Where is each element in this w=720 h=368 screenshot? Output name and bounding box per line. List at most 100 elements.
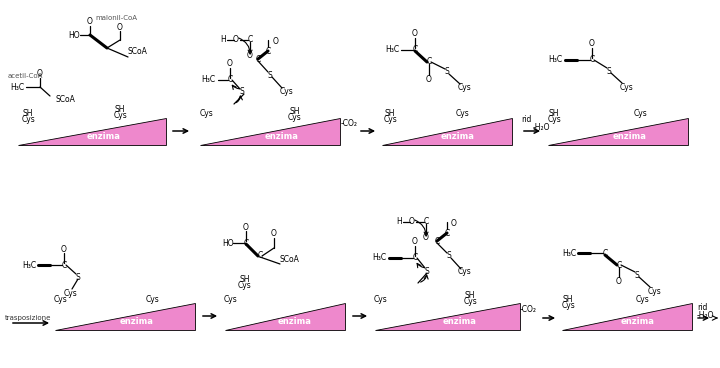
Text: Cys: Cys — [374, 294, 388, 304]
Text: C: C — [413, 46, 418, 54]
Text: SH: SH — [384, 110, 395, 118]
Polygon shape — [200, 118, 340, 145]
Text: S: S — [76, 272, 81, 282]
Text: C: C — [266, 46, 271, 56]
Text: C: C — [257, 251, 263, 261]
Text: -CO₂: -CO₂ — [520, 305, 536, 315]
Text: C: C — [616, 261, 621, 269]
Text: C: C — [228, 75, 233, 85]
Text: O: O — [233, 35, 239, 45]
Text: C: C — [248, 35, 253, 45]
Text: Cys: Cys — [54, 294, 68, 304]
Text: H₃C: H₃C — [372, 254, 386, 262]
Text: O: O — [589, 39, 595, 49]
Polygon shape — [225, 303, 345, 330]
Text: malonil-CoA: malonil-CoA — [95, 15, 137, 21]
Text: S: S — [607, 67, 611, 75]
Text: H₃C: H₃C — [201, 75, 215, 85]
Text: SH: SH — [23, 109, 33, 117]
Text: Cys: Cys — [561, 301, 575, 309]
Text: C: C — [243, 238, 248, 248]
Text: H₃C: H₃C — [385, 46, 399, 54]
Polygon shape — [548, 118, 688, 145]
Text: O: O — [87, 18, 93, 26]
Text: O: O — [247, 50, 253, 60]
Text: Cys: Cys — [547, 116, 561, 124]
Text: rid: rid — [521, 116, 531, 124]
Text: Cys: Cys — [619, 82, 633, 92]
Text: SCoA: SCoA — [128, 47, 148, 57]
Text: O: O — [412, 237, 418, 247]
Text: SH: SH — [240, 276, 251, 284]
Text: acetil-CoA: acetil-CoA — [8, 73, 43, 79]
Text: SH: SH — [114, 106, 125, 114]
Text: H: H — [396, 217, 402, 226]
Text: O: O — [273, 38, 279, 46]
Text: trasposizione: trasposizione — [5, 315, 51, 321]
Text: O: O — [227, 60, 233, 68]
Text: C: C — [444, 229, 449, 237]
Text: rid: rid — [697, 302, 707, 311]
Text: -CO₂: -CO₂ — [341, 118, 358, 127]
Text: C: C — [61, 261, 67, 269]
Text: …: … — [719, 314, 720, 322]
Text: SH: SH — [289, 106, 300, 116]
Text: O: O — [616, 276, 622, 286]
Text: SH: SH — [563, 294, 573, 304]
Text: H₃C: H₃C — [22, 261, 36, 269]
Text: SCoA: SCoA — [280, 255, 300, 265]
Text: Cys: Cys — [199, 110, 213, 118]
Text: O: O — [271, 230, 277, 238]
Text: C: C — [434, 237, 440, 245]
Text: Cys: Cys — [636, 294, 650, 304]
Text: Cys: Cys — [113, 112, 127, 120]
Text: Cys: Cys — [288, 113, 302, 121]
Text: SH: SH — [549, 110, 559, 118]
Text: H: H — [220, 35, 226, 45]
Text: enzima: enzima — [278, 317, 312, 326]
Text: O: O — [61, 244, 67, 254]
Text: enzima: enzima — [621, 317, 654, 326]
Text: S: S — [634, 270, 639, 280]
Text: enzima: enzima — [120, 317, 153, 326]
Text: enzima: enzima — [612, 132, 646, 141]
Polygon shape — [375, 303, 520, 330]
Text: H₃C: H₃C — [562, 248, 576, 258]
Text: Cys: Cys — [633, 110, 647, 118]
Text: S: S — [268, 71, 272, 79]
Text: Cys: Cys — [457, 84, 471, 92]
Text: SCoA: SCoA — [55, 96, 75, 105]
Text: Cys: Cys — [224, 294, 238, 304]
Text: Cys: Cys — [279, 88, 293, 96]
Text: Cys: Cys — [63, 289, 77, 297]
Text: SH: SH — [464, 291, 475, 301]
Text: O: O — [117, 22, 123, 32]
Text: O: O — [412, 29, 418, 39]
Text: Cys: Cys — [647, 287, 661, 296]
Text: Cys: Cys — [21, 114, 35, 124]
Text: enzima: enzima — [87, 132, 121, 141]
Polygon shape — [562, 303, 692, 330]
Text: S: S — [425, 266, 429, 276]
Text: O: O — [451, 219, 457, 229]
Text: C: C — [426, 57, 431, 67]
Text: C: C — [603, 248, 608, 258]
Text: O: O — [243, 223, 249, 231]
Text: O: O — [409, 217, 415, 226]
Text: Cys: Cys — [383, 116, 397, 124]
Text: C: C — [413, 254, 418, 262]
Text: S: S — [446, 251, 451, 261]
Text: Cys: Cys — [458, 268, 472, 276]
Text: C: C — [590, 56, 595, 64]
Text: H₃C: H₃C — [548, 56, 562, 64]
Text: H₃C: H₃C — [10, 82, 24, 92]
Text: O: O — [37, 70, 43, 78]
Text: HO: HO — [222, 238, 233, 248]
Text: enzima: enzima — [264, 132, 298, 141]
Text: Cys: Cys — [463, 297, 477, 307]
Polygon shape — [55, 303, 195, 330]
Text: C: C — [423, 217, 428, 226]
Text: C: C — [256, 54, 261, 64]
Text: enzima: enzima — [442, 317, 476, 326]
Text: S: S — [445, 67, 449, 77]
